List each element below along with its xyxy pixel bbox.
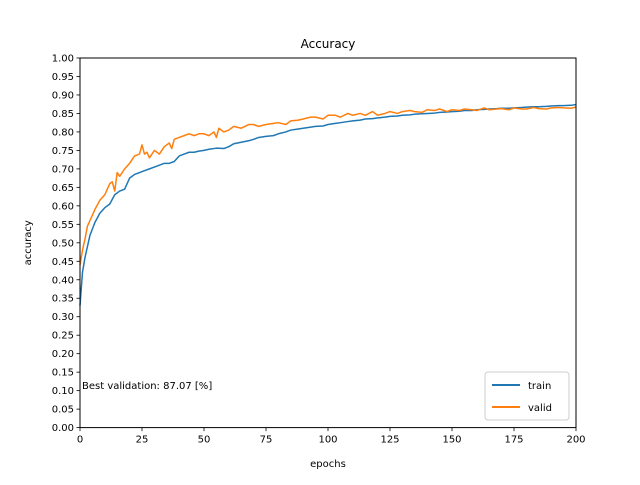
x-tick-label: 0: [77, 435, 83, 446]
y-tick-label: 0.40: [52, 275, 74, 286]
x-tick-label: 175: [504, 435, 523, 446]
x-tick-label: 200: [566, 435, 585, 446]
x-tick-label: 50: [198, 435, 211, 446]
y-tick-label: 0.15: [52, 368, 74, 379]
y-tick-label: 1.00: [52, 54, 74, 65]
y-tick-label: 0.75: [52, 146, 74, 157]
y-tick-label: 0.95: [52, 72, 74, 83]
y-tick-label: 0.00: [52, 423, 74, 434]
y-tick-label: 0.25: [52, 331, 74, 342]
y-tick-label: 0.20: [52, 349, 74, 360]
y-tick-label: 0.60: [52, 201, 74, 212]
y-tick-label: 0.90: [52, 90, 74, 101]
y-tick-label: 0.65: [52, 183, 74, 194]
legend: train valid: [484, 371, 570, 421]
legend-label-valid: valid: [528, 403, 552, 414]
x-tick-label: 125: [380, 435, 399, 446]
legend-box: [484, 371, 570, 421]
best-validation-annotation: Best validation: 87.07 [%]: [82, 381, 212, 392]
y-tick-label: 0.30: [52, 312, 74, 323]
series-line-valid: [79, 106, 577, 266]
y-tick-label: 0.80: [52, 127, 74, 138]
y-tick-label: 0.45: [52, 257, 74, 268]
y-tick-label: 0.35: [52, 294, 74, 305]
y-axis: 0.00 0.05 0.10 0.15 0.20 0.25 0.30 0.35 0.40 0.45…: [52, 54, 80, 434]
x-tick-label: 75: [260, 435, 273, 446]
x-tick-label: 100: [318, 435, 337, 446]
y-tick-label: 0.85: [52, 109, 74, 120]
y-tick-label: 0.70: [52, 164, 74, 175]
chart-title: Accuracy: [301, 37, 356, 51]
y-tick-label: 0.55: [52, 220, 74, 231]
y-axis-label: accuracy: [23, 220, 34, 265]
x-axis: 0 25 50 75 100 125 150 175 200: [77, 427, 586, 446]
series-layer: [79, 103, 577, 306]
legend-label-train: train: [528, 381, 551, 392]
x-axis-label: epochs: [310, 459, 346, 470]
y-tick-label: 0.10: [52, 386, 74, 397]
y-tick-label: 0.05: [52, 405, 74, 416]
x-tick-label: 25: [136, 435, 149, 446]
y-tick-label: 0.50: [52, 238, 74, 249]
x-tick-label: 150: [442, 435, 461, 446]
